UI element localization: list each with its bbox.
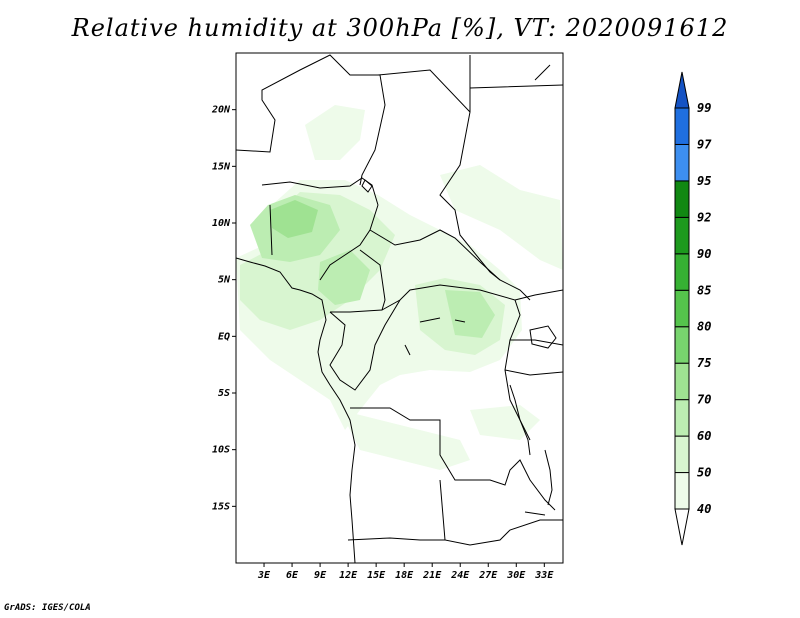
- border-car: [369, 229, 531, 301]
- border-chad: [377, 69, 501, 281]
- humidity-area-congo: [340, 410, 470, 470]
- colorbar-segment: [674, 326, 690, 364]
- lon-tick-label: 18E: [395, 570, 414, 581]
- lat-tick-label: 10S: [212, 445, 230, 456]
- colorbar-label: 95: [697, 174, 711, 188]
- lake-victoria: [529, 325, 557, 349]
- colorbar-label: 80: [697, 320, 711, 334]
- lon-tick-label: 24E: [450, 570, 470, 581]
- lon-tick-label: 30E: [506, 570, 526, 581]
- colorbar-label: 60: [697, 429, 711, 443]
- colorbar-segment: [674, 508, 690, 546]
- colorbar-segment: [674, 180, 690, 218]
- lon-tick-label: 33E: [534, 570, 554, 581]
- lat-tick-label: 20N: [211, 105, 231, 116]
- colorbar-label: 75: [697, 356, 711, 370]
- border-sahel: [236, 54, 386, 186]
- colorbar-label: 50: [697, 466, 711, 480]
- lat-tick-label: 5S: [218, 388, 230, 399]
- colorbar-label: 92: [697, 210, 711, 224]
- lake-chad: [361, 179, 373, 193]
- colorbar-segment: [674, 399, 690, 437]
- border-angola: [439, 479, 563, 546]
- border-nigeria-north: [261, 177, 379, 206]
- lon-tick-label: 15E: [367, 570, 386, 581]
- grads-credit: GrADS: IGES/COLA: [4, 603, 91, 613]
- colorbar-segment: [674, 253, 690, 291]
- lake-tanganyika: [509, 384, 531, 456]
- colorbar-segment: [674, 107, 690, 145]
- humidity-area-north: [305, 105, 365, 160]
- colorbar-label: 90: [697, 247, 711, 261]
- colorbar-label: 99: [697, 101, 711, 115]
- lat-tick-label: 15S: [212, 501, 230, 512]
- colorbar: 40 50 60 70 75 80 85 90 92 95 97 99: [674, 71, 712, 546]
- map-frame: [235, 52, 564, 564]
- colorbar-segment: [674, 362, 690, 401]
- lon-tick-label: 12E: [339, 570, 358, 581]
- colorbar-segment: [674, 472, 690, 510]
- lon-tick-label: 27E: [478, 570, 498, 581]
- humidity-area-northeast: [440, 165, 563, 270]
- lat-tick-label: 10N: [212, 218, 231, 229]
- colorbar-label: 70: [697, 393, 711, 407]
- border-nigeria-cameroon: [269, 204, 379, 281]
- colorbar-segment: [674, 71, 690, 109]
- colorbar-label: 40: [697, 502, 711, 516]
- border-drc-south: [350, 407, 556, 511]
- humidity-area-peak: [270, 200, 318, 238]
- lon-tick-label: 21E: [422, 570, 442, 581]
- lon-tick-label: 3E: [257, 570, 271, 581]
- chart-title: Relative humidity at 300hPa [%], VT: 202…: [71, 14, 729, 42]
- lon-tick-label: 9E: [314, 570, 327, 581]
- humidity-field: [236, 105, 563, 470]
- border-angola-namibia: [347, 537, 445, 541]
- border-congo: [381, 284, 531, 441]
- colorbar-label: 85: [697, 283, 711, 297]
- lat-tick-label: EQ: [218, 331, 230, 342]
- colorbar-segment: [674, 216, 690, 255]
- humidity-area-south: [470, 405, 540, 440]
- coast-northeast: [534, 64, 551, 81]
- humidity-area-core-car: [445, 290, 495, 338]
- lake-malawi: [544, 449, 553, 506]
- colorbar-label: 97: [697, 137, 712, 151]
- colorbar-segment: [674, 289, 690, 328]
- border-east: [469, 55, 563, 376]
- country-borders: [236, 54, 563, 563]
- lat-tick-label: 15N: [212, 161, 231, 172]
- river-congo-marks: [404, 317, 546, 516]
- border-cameroon-south: [330, 249, 386, 313]
- longitude-axis: 3E 6E 9E 12E 15E 18E 21E 24E 27E 30E 33E: [257, 563, 554, 581]
- lon-tick-label: 6E: [286, 570, 299, 581]
- colorbar-segment: [674, 435, 690, 474]
- colorbar-segment: [674, 143, 690, 182]
- coastline-west: [236, 257, 356, 563]
- lat-tick-label: 5N: [218, 275, 231, 286]
- latitude-axis: 20N 15N 10N 5N EQ 5S 10S 15S: [211, 105, 236, 512]
- border-gabon: [329, 299, 401, 391]
